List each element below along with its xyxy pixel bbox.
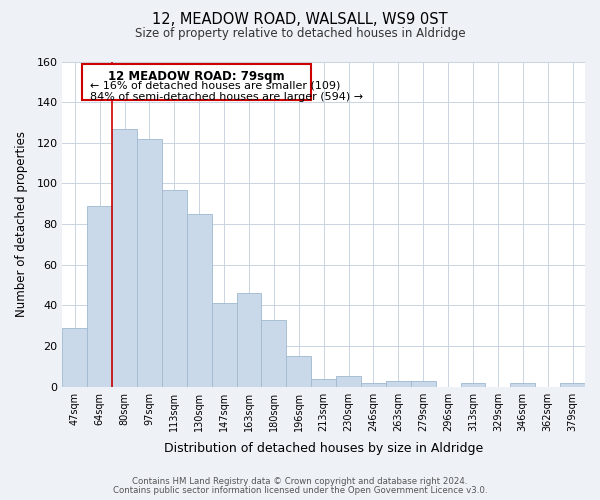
Bar [560, 382, 585, 386]
Bar [137, 138, 162, 386]
Bar [87, 206, 112, 386]
Text: Size of property relative to detached houses in Aldridge: Size of property relative to detached ho… [134, 28, 466, 40]
Bar [386, 380, 411, 386]
Text: ← 16% of detached houses are smaller (109): ← 16% of detached houses are smaller (10… [89, 81, 340, 91]
Bar [511, 382, 535, 386]
Bar [112, 128, 137, 386]
Bar [162, 190, 187, 386]
Bar [461, 382, 485, 386]
Bar [187, 214, 212, 386]
Bar [411, 380, 436, 386]
Text: Contains public sector information licensed under the Open Government Licence v3: Contains public sector information licen… [113, 486, 487, 495]
Bar [361, 382, 386, 386]
Text: Contains HM Land Registry data © Crown copyright and database right 2024.: Contains HM Land Registry data © Crown c… [132, 477, 468, 486]
Bar [311, 378, 336, 386]
Bar [336, 376, 361, 386]
Text: 84% of semi-detached houses are larger (594) →: 84% of semi-detached houses are larger (… [89, 92, 363, 102]
Bar [62, 328, 87, 386]
Text: 12, MEADOW ROAD, WALSALL, WS9 0ST: 12, MEADOW ROAD, WALSALL, WS9 0ST [152, 12, 448, 28]
Text: 12 MEADOW ROAD: 79sqm: 12 MEADOW ROAD: 79sqm [109, 70, 285, 82]
Bar [212, 304, 236, 386]
X-axis label: Distribution of detached houses by size in Aldridge: Distribution of detached houses by size … [164, 442, 483, 455]
Bar [286, 356, 311, 386]
FancyBboxPatch shape [82, 64, 311, 100]
Y-axis label: Number of detached properties: Number of detached properties [15, 131, 28, 317]
Bar [236, 293, 262, 386]
Bar [262, 320, 286, 386]
